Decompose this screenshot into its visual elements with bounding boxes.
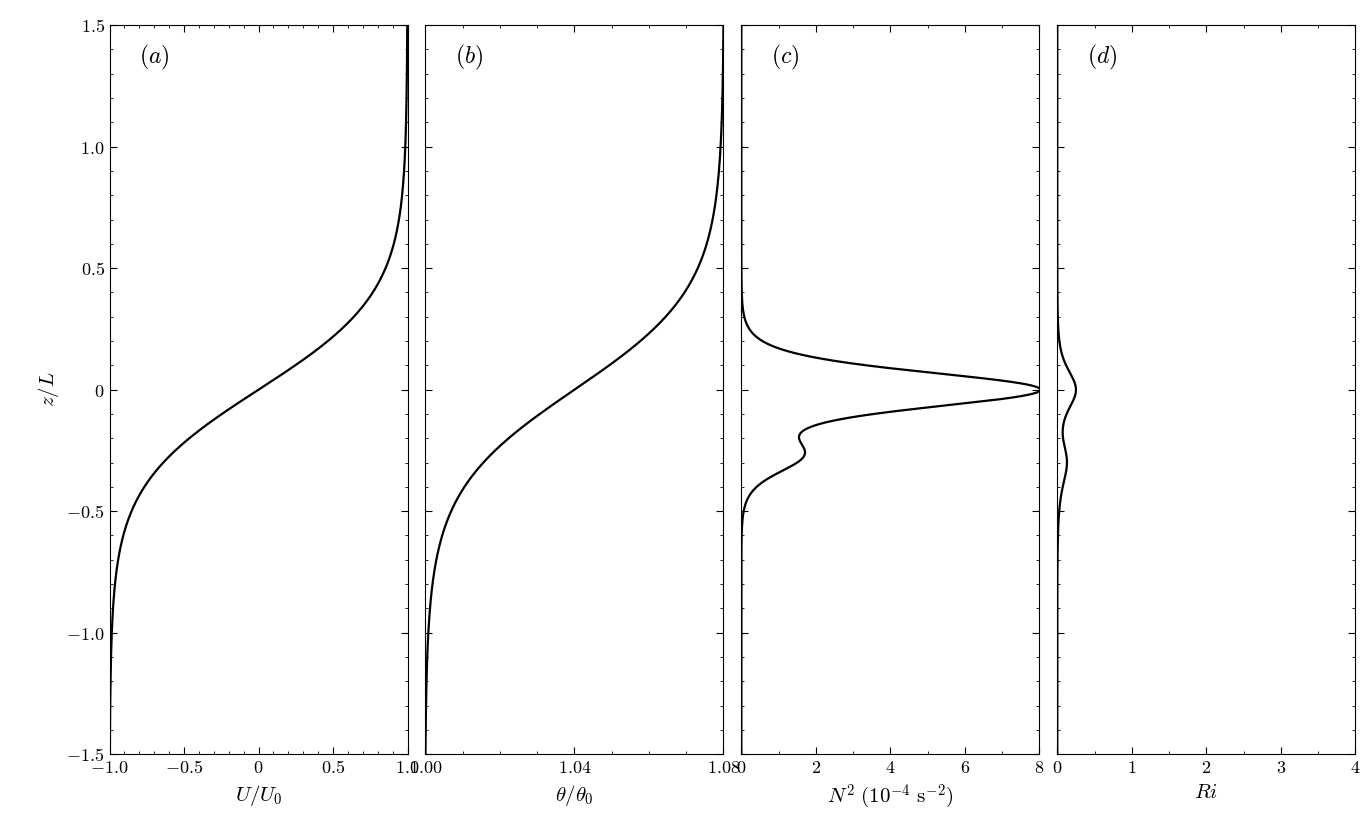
X-axis label: $\theta/\theta_0$: $\theta/\theta_0$: [554, 783, 594, 808]
Text: $(c)$: $(c)$: [771, 44, 799, 72]
X-axis label: $Ri$: $Ri$: [1194, 783, 1218, 802]
Text: $(d)$: $(d)$: [1087, 44, 1117, 72]
X-axis label: $U/U_0$: $U/U_0$: [234, 783, 282, 808]
Text: $(a)$: $(a)$: [140, 44, 170, 72]
X-axis label: $N^2\ (10^{-4}\ \mathrm{s}^{-2})$: $N^2\ (10^{-4}\ \mathrm{s}^{-2})$: [827, 783, 954, 811]
Y-axis label: $z/L$: $z/L$: [36, 372, 60, 407]
Text: $(b)$: $(b)$: [456, 44, 483, 72]
